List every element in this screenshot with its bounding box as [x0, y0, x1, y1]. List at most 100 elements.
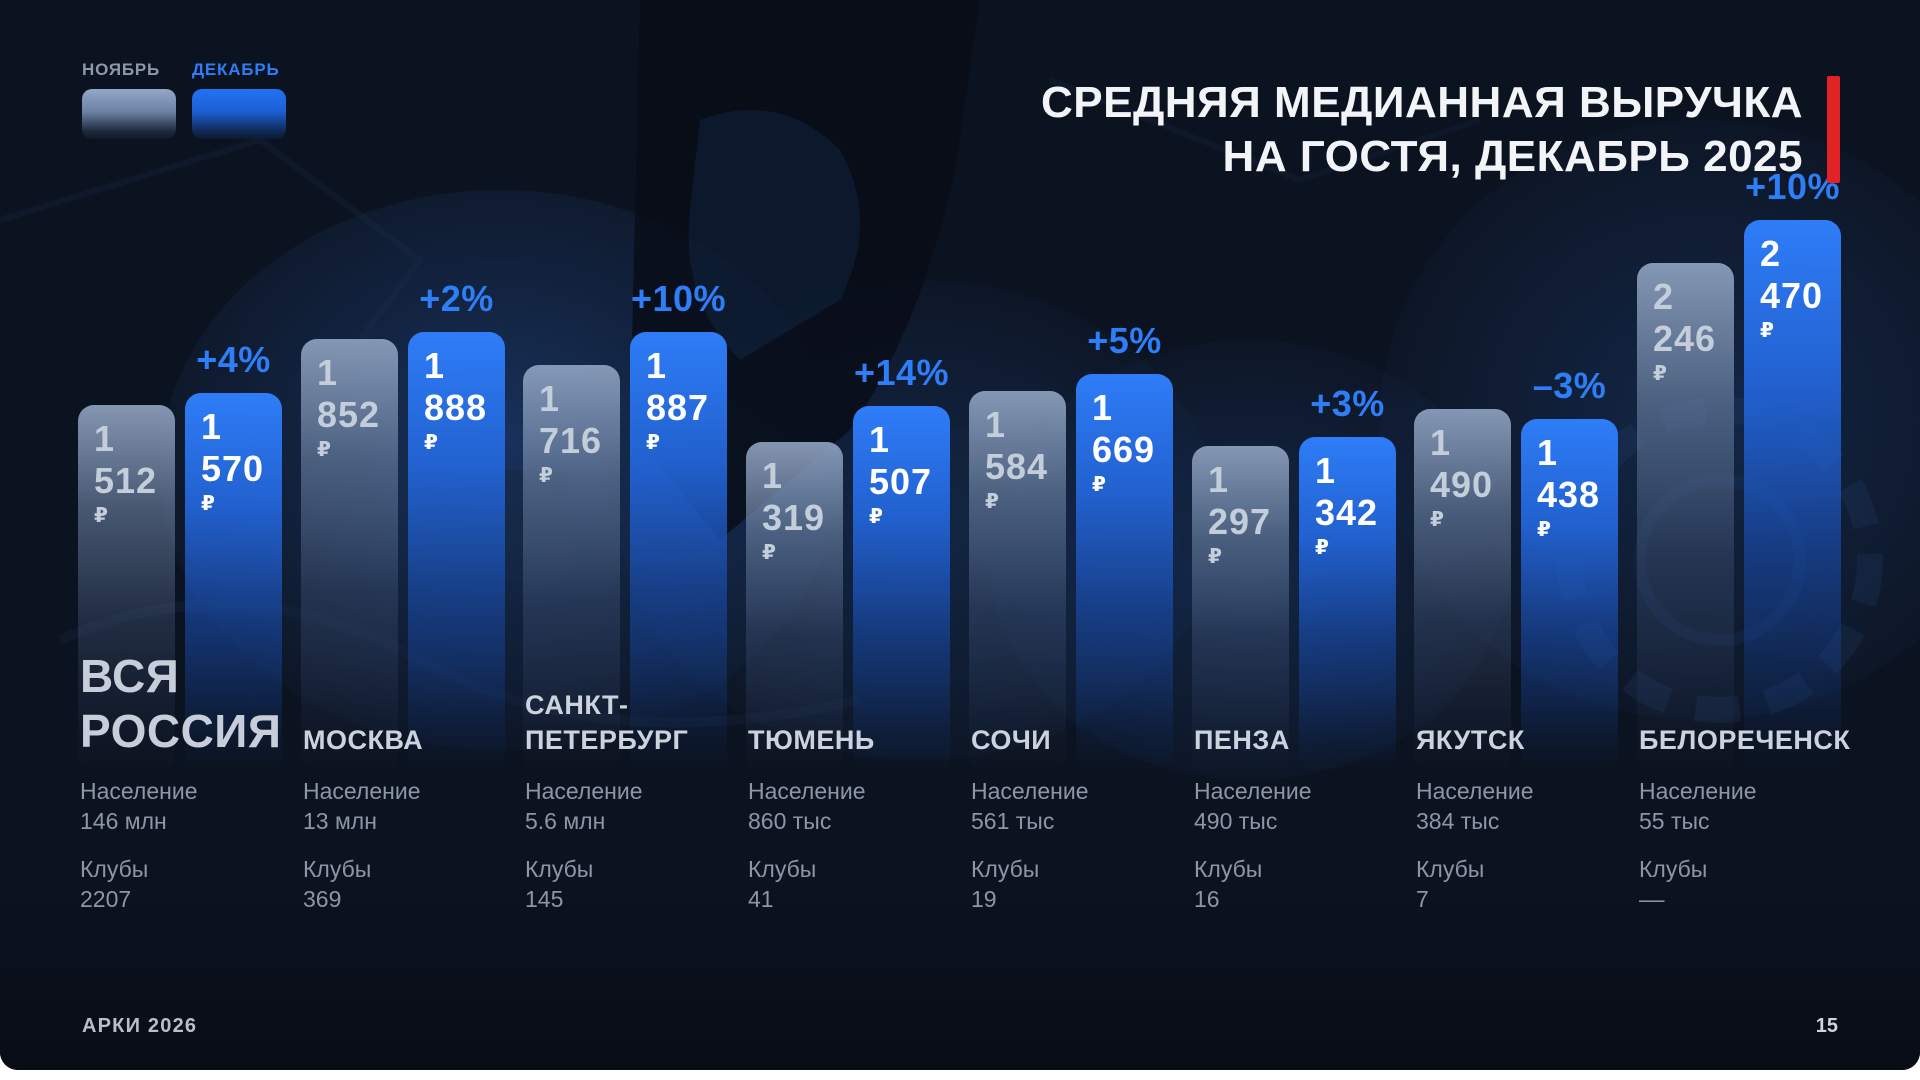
- dec-bar-value: 2 470 ₽: [1744, 220, 1841, 343]
- clubs-label: Клубы: [303, 855, 372, 882]
- ruble-sign: ₽: [94, 505, 108, 527]
- city-name: МОСКВА: [303, 724, 424, 755]
- population-stat: Население 5.6 млн: [525, 776, 642, 837]
- legend-swatch-november: [82, 89, 176, 139]
- chart-title-text: СРЕДНЯЯ МЕДИАННАЯ ВЫРУЧКА НА ГОСТЯ, ДЕКА…: [1041, 76, 1803, 183]
- nov-bar: 1 490 ₽: [1414, 409, 1511, 772]
- nov-value: 1 297: [1208, 459, 1272, 542]
- population-label: Население: [1194, 778, 1312, 804]
- city-name: БЕЛОРЕЧЕНСК: [1639, 724, 1851, 755]
- population-stat: Население 561 тыс: [971, 776, 1088, 837]
- clubs-label: Клубы: [971, 855, 1040, 882]
- clubs-stat: Клубы 2207: [80, 854, 197, 915]
- dec-bar-value: 1 342 ₽: [1299, 437, 1396, 560]
- clubs-stat: Клубы 145: [525, 854, 642, 915]
- population-stat: Население 860 тыс: [748, 776, 865, 837]
- clubs-value: 41: [748, 886, 774, 913]
- nov-bar-value: 1 297 ₽: [1192, 446, 1289, 569]
- dec-value: 1 887: [646, 345, 710, 428]
- chart-title-line2: НА ГОСТЯ, ДЕКАБРЬ 2025: [1222, 131, 1803, 181]
- legend-swatch-december: [192, 89, 286, 139]
- chart-title-line1: СРЕДНЯЯ МЕДИАННАЯ ВЫРУЧКА: [1040, 78, 1803, 127]
- legend-label-november: НОЯБРЬ: [82, 60, 161, 79]
- change-badge: +5%: [1087, 320, 1162, 361]
- population-label: Население: [525, 778, 643, 804]
- nov-bar-value: 1 716 ₽: [523, 365, 620, 488]
- clubs-value: 145: [525, 886, 564, 913]
- dec-value: 1 669: [1092, 387, 1156, 470]
- city-name: ВСЯ РОССИЯ: [80, 650, 282, 757]
- dec-bar: 1 438 ₽: [1521, 419, 1618, 772]
- nov-bar-value: 1 852 ₽: [301, 339, 398, 462]
- change-badge: –3%: [1532, 365, 1607, 406]
- dec-bar-value: 1 669 ₽: [1076, 374, 1173, 497]
- ruble-sign: ₽: [539, 465, 553, 487]
- bar-group: 1 319 ₽ 1 507 ₽ +14% ТЮМЕНЬ Население 86…: [746, 0, 950, 1070]
- population-value: 55 тыс: [1639, 808, 1710, 835]
- page-number: 15: [1815, 1015, 1838, 1037]
- dec-bar-value: 1 438 ₽: [1521, 419, 1618, 542]
- population-value: 5.6 млн: [525, 808, 606, 835]
- city-stats: Население 860 тыс Клубы 41: [748, 776, 865, 914]
- dec-bar: 2 470 ₽: [1744, 220, 1841, 772]
- city-name: ТЮМЕНЬ: [748, 724, 875, 755]
- clubs-value: 19: [971, 886, 997, 913]
- city-stats: Население 146 млн Клубы 2207: [80, 776, 197, 914]
- clubs-label: Клубы: [1416, 855, 1485, 882]
- clubs-stat: Клубы 7: [1416, 854, 1533, 915]
- city-name: СОЧИ: [971, 724, 1052, 755]
- clubs-value: ––: [1639, 886, 1665, 913]
- ruble-sign: ₽: [646, 432, 660, 454]
- nov-value: 1 490: [1430, 422, 1494, 505]
- population-stat: Население 55 тыс: [1639, 776, 1756, 837]
- population-stat: Население 384 тыс: [1416, 776, 1533, 837]
- ruble-sign: ₽: [985, 491, 999, 513]
- nov-value: 1 584: [985, 404, 1049, 487]
- ruble-sign: ₽: [869, 506, 883, 528]
- ruble-sign: ₽: [1430, 509, 1444, 531]
- clubs-stat: Клубы 19: [971, 854, 1088, 915]
- nov-value: 1 319: [762, 455, 826, 538]
- population-label: Население: [971, 778, 1089, 804]
- population-value: 860 тыс: [748, 808, 832, 835]
- population-value: 146 млн: [80, 808, 167, 835]
- city-name: САНКТ- ПЕТЕРБУРГ: [525, 689, 689, 755]
- bar-group: 1 512 ₽ 1 570 ₽ +4% ВСЯ РОССИЯ Население …: [78, 0, 282, 1070]
- dec-bar: 1 669 ₽: [1076, 374, 1173, 772]
- change-badge: +4%: [196, 339, 271, 380]
- change-badge: +2%: [419, 278, 494, 319]
- city-name: ЯКУТСК: [1416, 724, 1525, 755]
- dec-value: 2 470: [1760, 233, 1824, 316]
- ruble-sign: ₽: [317, 439, 331, 461]
- ruble-sign: ₽: [1760, 320, 1774, 342]
- population-label: Население: [1639, 778, 1757, 804]
- dec-value: 1 342: [1315, 450, 1379, 533]
- legend-label-december: ДЕКАБРЬ: [192, 60, 280, 79]
- population-label: Население: [1416, 778, 1534, 804]
- city-stats: Население 13 млн Клубы 369: [303, 776, 420, 914]
- ruble-sign: ₽: [1315, 537, 1329, 559]
- legend-item-december: ДЕКАБРЬ: [192, 60, 286, 139]
- ruble-sign: ₽: [1653, 363, 1667, 385]
- city-stats: Население 55 тыс Клубы ––: [1639, 776, 1756, 914]
- title-accent-bar: [1827, 76, 1840, 184]
- clubs-label: Клубы: [525, 855, 594, 882]
- nov-value: 1 512: [94, 418, 158, 501]
- dec-value: 1 438: [1537, 432, 1601, 515]
- nov-bar: 1 852 ₽: [301, 339, 398, 772]
- nov-value: 1 852: [317, 352, 381, 435]
- dec-bar-value: 1 507 ₽: [853, 406, 950, 529]
- nov-bar: 2 246 ₽: [1637, 263, 1734, 772]
- nov-bar-value: 1 512 ₽: [78, 405, 175, 528]
- dec-value: 1 570: [201, 406, 265, 489]
- chart-title: СРЕДНЯЯ МЕДИАННАЯ ВЫРУЧКА НА ГОСТЯ, ДЕКА…: [1041, 76, 1840, 184]
- city-stats: Население 384 тыс Клубы 7: [1416, 776, 1533, 914]
- city-name: ПЕНЗА: [1194, 724, 1290, 755]
- nov-bar-value: 2 246 ₽: [1637, 263, 1734, 386]
- nov-bar: 1 584 ₽: [969, 391, 1066, 772]
- population-value: 490 тыс: [1194, 808, 1278, 835]
- clubs-label: Клубы: [1194, 855, 1263, 882]
- population-value: 561 тыс: [971, 808, 1055, 835]
- population-label: Население: [748, 778, 866, 804]
